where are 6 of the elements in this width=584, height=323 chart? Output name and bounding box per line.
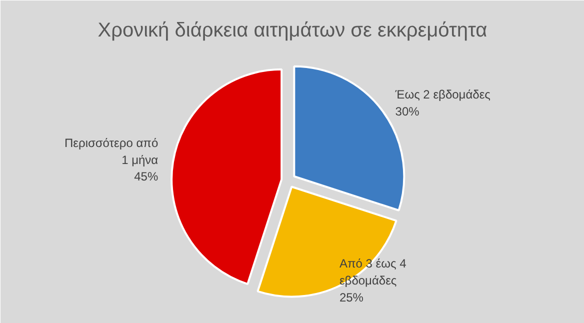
chart-title: Χρονική διάρκεια αιτημάτων σε εκκρεμότητα — [98, 20, 488, 42]
data-label: 30% — [395, 104, 420, 118]
slice-label: Περισσότερο από 1 μήνα — [64, 136, 158, 167]
data-label: 45% — [134, 170, 158, 184]
slice-label: Έως 2 εβδομάδες — [394, 88, 491, 102]
data-label: 25% — [339, 290, 364, 304]
